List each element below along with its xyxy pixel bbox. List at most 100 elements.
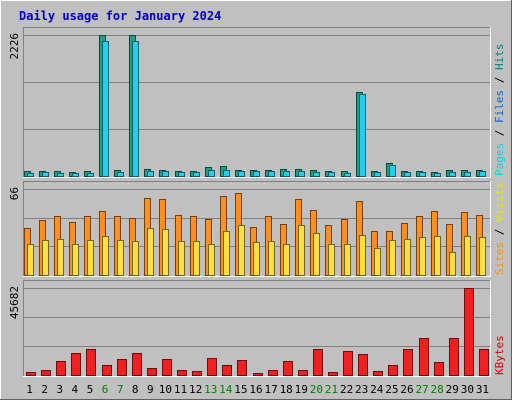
bar-kbytes-day-19: [298, 370, 308, 376]
bar-sites-day-3: [57, 239, 64, 276]
x-tick-label-day-29: 29: [446, 383, 459, 396]
bar-kbytes-day-24: [373, 371, 383, 376]
bar-sites-day-16: [253, 242, 260, 276]
bar-kbytes-day-26: [403, 349, 413, 376]
bar-files-day-14: [223, 170, 230, 177]
legend-entry-pages: Pages: [493, 143, 506, 176]
x-tick-label-day-21: 21: [325, 383, 338, 396]
x-tick-label-day-19: 19: [295, 383, 308, 396]
bar-sites-day-14: [223, 231, 230, 276]
bar-kbytes-day-5: [86, 349, 96, 376]
x-tick-label-day-10: 10: [159, 383, 172, 396]
bar-kbytes-day-20: [313, 349, 323, 376]
x-tick-label-day-17: 17: [264, 383, 277, 396]
bar-kbytes-day-29: [449, 338, 459, 376]
bar-files-day-4: [72, 173, 79, 177]
bar-files-day-29: [449, 172, 456, 177]
bar-kbytes-day-25: [388, 365, 398, 376]
panel-max-label: 45682: [8, 286, 21, 319]
bar-sites-day-15: [238, 225, 245, 276]
bar-sites-day-5: [87, 240, 94, 276]
x-tick-label-day-6: 6: [102, 383, 109, 396]
bar-kbytes-day-15: [237, 360, 247, 376]
bar-kbytes-day-7: [117, 359, 127, 376]
panel-hits: 2226 Pages / Files / Hits: [8, 27, 506, 178]
bar-files-day-10: [162, 171, 169, 177]
bar-files-day-22: [344, 173, 351, 177]
bar-kbytes-day-30: [464, 288, 474, 376]
bar-files-day-17: [268, 171, 275, 177]
panel-background: [23, 27, 491, 178]
x-tick-label-day-28: 28: [431, 383, 444, 396]
bar-files-day-7: [117, 172, 124, 177]
bar-sites-day-31: [479, 237, 486, 276]
x-tick-label-day-4: 4: [72, 383, 79, 396]
bar-sites-day-30: [464, 236, 471, 276]
legend-entry-kbytes: KBytes: [493, 335, 506, 375]
bar-sites-day-29: [449, 252, 456, 276]
bar-sites-day-11: [178, 241, 185, 276]
bar-kbytes-day-13: [207, 358, 217, 376]
x-tick-label-day-18: 18: [280, 383, 293, 396]
bar-files-day-12: [193, 172, 200, 177]
bar-kbytes-day-27: [419, 338, 429, 376]
panel-max-label: 2226: [8, 33, 21, 60]
bar-kbytes-day-6: [102, 365, 112, 376]
bar-sites-day-7: [117, 240, 124, 276]
bar-files-day-6: [102, 41, 109, 177]
legend-text: KBytes: [493, 335, 506, 375]
bar-files-day-1: [27, 173, 34, 177]
bar-sites-day-22: [344, 244, 351, 276]
panel-max-label: 66: [8, 187, 21, 200]
x-tick-label-day-13: 13: [204, 383, 217, 396]
legend-separator: /: [493, 70, 506, 90]
bar-sites-day-21: [328, 244, 335, 276]
bar-kbytes-day-18: [283, 361, 293, 376]
bar-sites-day-20: [313, 233, 320, 276]
x-tick-label-day-30: 30: [461, 383, 474, 396]
bar-files-day-25: [389, 165, 396, 177]
chart-title: Daily usage for January 2024: [19, 9, 221, 23]
bar-kbytes-day-31: [479, 349, 489, 376]
bar-sites-day-17: [268, 241, 275, 276]
x-tick-label-day-22: 22: [340, 383, 353, 396]
bar-files-day-18: [283, 171, 290, 177]
x-tick-label-day-3: 3: [56, 383, 63, 396]
bar-sites-day-8: [132, 241, 139, 276]
bar-kbytes-day-17: [268, 370, 278, 376]
panel-visits: 66 Sites / Visits: [8, 181, 506, 277]
bar-kbytes-day-16: [253, 373, 263, 376]
legend-entry-sites: Sites: [493, 242, 506, 275]
bar-kbytes-day-12: [192, 371, 202, 376]
bar-files-day-5: [87, 173, 94, 177]
bar-kbytes-day-9: [147, 368, 157, 376]
x-tick-label-day-23: 23: [355, 383, 368, 396]
legend-entry-visits: Visits: [493, 182, 506, 222]
x-tick-label-day-11: 11: [174, 383, 187, 396]
bar-sites-day-12: [193, 241, 200, 276]
x-tick-label-day-8: 8: [132, 383, 139, 396]
bar-sites-day-13: [208, 244, 215, 276]
bar-kbytes-day-8: [132, 353, 142, 376]
x-tick-label-day-2: 2: [41, 383, 48, 396]
x-tick-label-day-16: 16: [249, 383, 262, 396]
bar-sites-day-1: [27, 244, 34, 276]
bar-files-day-26: [404, 172, 411, 177]
bar-files-day-21: [328, 172, 335, 177]
bar-sites-day-27: [419, 237, 426, 276]
bar-kbytes-day-28: [434, 362, 444, 376]
x-tick-label-day-1: 1: [26, 383, 33, 396]
x-tick-label-day-27: 27: [415, 383, 428, 396]
bar-kbytes-day-1: [26, 372, 36, 376]
bar-files-day-30: [464, 172, 471, 177]
bar-kbytes-day-23: [358, 354, 368, 376]
bar-kbytes-day-22: [343, 351, 353, 376]
panel-legend: KBytes: [493, 335, 506, 375]
bar-files-day-31: [479, 171, 486, 177]
bar-files-day-24: [374, 172, 381, 177]
bar-files-day-3: [57, 173, 64, 177]
bar-sites-day-18: [283, 244, 290, 276]
bar-files-day-23: [359, 94, 366, 177]
